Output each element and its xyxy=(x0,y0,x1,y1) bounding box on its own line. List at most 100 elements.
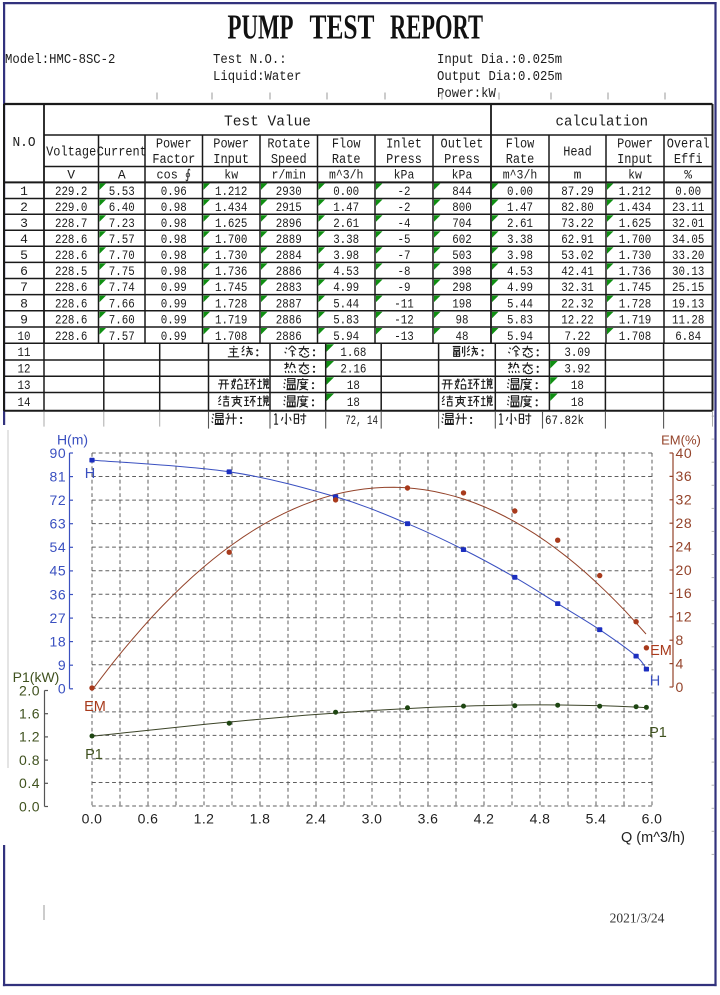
svg-text:Q (m^3/h): Q (m^3/h) xyxy=(621,830,685,846)
svg-text:67.82k: 67.82k xyxy=(545,413,584,428)
svg-text:1.212: 1.212 xyxy=(215,184,248,199)
svg-text:602: 602 xyxy=(452,232,472,247)
svg-text:3.92: 3.92 xyxy=(564,362,590,377)
svg-text:90: 90 xyxy=(50,445,67,461)
svg-text:5.44: 5.44 xyxy=(333,296,359,311)
svg-text:kPa: kPa xyxy=(452,167,473,182)
svg-text:1.434: 1.434 xyxy=(215,200,248,215)
svg-text:62.91: 62.91 xyxy=(561,232,594,247)
svg-text:82.80: 82.80 xyxy=(561,200,594,215)
svg-text:228.6: 228.6 xyxy=(55,232,88,247)
svg-text:1.728: 1.728 xyxy=(619,296,652,311)
svg-text:H: H xyxy=(85,466,95,482)
svg-text:1.745: 1.745 xyxy=(619,280,652,295)
svg-text:Voltage: Voltage xyxy=(46,146,96,161)
svg-text:0.98: 0.98 xyxy=(161,264,187,279)
svg-text:18: 18 xyxy=(50,633,67,649)
svg-text:Input: Input xyxy=(617,153,653,168)
svg-text:3.0: 3.0 xyxy=(362,811,383,827)
svg-text:7.22: 7.22 xyxy=(565,329,591,344)
svg-text:53.02: 53.02 xyxy=(561,248,594,263)
svg-text:-2: -2 xyxy=(398,184,411,199)
svg-text:Output Dia:0.025m: Output Dia:0.025m xyxy=(437,70,562,85)
svg-text:-7: -7 xyxy=(398,248,411,263)
svg-text:5.4: 5.4 xyxy=(586,811,607,827)
svg-text:34.05: 34.05 xyxy=(672,232,705,247)
svg-text:2930: 2930 xyxy=(276,184,302,199)
svg-text:Power: Power xyxy=(213,138,249,153)
svg-text:45: 45 xyxy=(50,563,67,579)
svg-text:4.99: 4.99 xyxy=(333,280,359,295)
svg-text:8: 8 xyxy=(20,296,28,311)
svg-text:1.6: 1.6 xyxy=(19,706,40,722)
svg-text:1.700: 1.700 xyxy=(619,232,652,247)
svg-text:19.13: 19.13 xyxy=(672,296,705,311)
svg-text:0.00: 0.00 xyxy=(333,184,359,199)
svg-text:-12: -12 xyxy=(394,313,414,328)
svg-text:1.8: 1.8 xyxy=(250,811,271,827)
svg-text:228.5: 228.5 xyxy=(55,264,88,279)
svg-text:Power: Power xyxy=(156,138,192,153)
svg-text:1.708: 1.708 xyxy=(619,329,652,344)
svg-text:0.6: 0.6 xyxy=(138,811,159,827)
svg-text:Current: Current xyxy=(97,146,147,161)
svg-text:cos ∮: cos ∮ xyxy=(157,167,192,182)
svg-text:0.98: 0.98 xyxy=(161,216,187,231)
svg-text:-9: -9 xyxy=(398,280,411,295)
svg-text:13: 13 xyxy=(18,378,31,393)
svg-text:3.38: 3.38 xyxy=(333,232,359,247)
svg-text:2886: 2886 xyxy=(276,264,302,279)
svg-text:Speed: Speed xyxy=(271,153,307,168)
svg-text:48: 48 xyxy=(456,329,469,344)
svg-text:7.23: 7.23 xyxy=(109,216,135,231)
svg-text:0.99: 0.99 xyxy=(161,280,187,295)
svg-text:87.29: 87.29 xyxy=(561,184,594,199)
svg-text:42.41: 42.41 xyxy=(561,264,594,279)
svg-text:36: 36 xyxy=(676,468,693,484)
svg-text:Input Dia.:0.025m: Input Dia.:0.025m xyxy=(437,53,562,68)
svg-text:Test N.O.:: Test N.O.: xyxy=(213,53,287,68)
svg-text:72, 14: 72, 14 xyxy=(345,413,378,428)
svg-text:EM: EM xyxy=(84,699,106,715)
svg-text:0.99: 0.99 xyxy=(161,296,187,311)
svg-text:844: 844 xyxy=(452,184,472,199)
svg-text:20: 20 xyxy=(676,562,693,578)
svg-text:1.434: 1.434 xyxy=(619,200,652,215)
svg-text:0.8: 0.8 xyxy=(19,752,40,768)
svg-text:3.38: 3.38 xyxy=(507,232,533,247)
svg-text:63: 63 xyxy=(50,516,67,532)
svg-text:1.47: 1.47 xyxy=(507,200,533,215)
svg-text:REPORT: REPORT xyxy=(390,8,483,47)
svg-text:73.22: 73.22 xyxy=(561,216,594,231)
svg-text:1.730: 1.730 xyxy=(215,248,248,263)
svg-text:0.0: 0.0 xyxy=(19,798,40,814)
svg-text:1.719: 1.719 xyxy=(619,313,652,328)
svg-text:Test Value: Test Value xyxy=(224,115,311,131)
svg-text:2883: 2883 xyxy=(276,280,302,295)
svg-text:0.0: 0.0 xyxy=(82,811,103,827)
svg-text:12: 12 xyxy=(18,362,31,377)
svg-text:12: 12 xyxy=(676,609,693,625)
svg-text:0: 0 xyxy=(58,681,66,697)
svg-text:EM(%): EM(%) xyxy=(661,433,701,448)
svg-text:503: 503 xyxy=(452,248,472,263)
svg-text:30.13: 30.13 xyxy=(672,264,705,279)
svg-text:4: 4 xyxy=(676,655,684,671)
svg-text:0.4: 0.4 xyxy=(19,775,40,791)
svg-text:1.2: 1.2 xyxy=(19,729,40,745)
svg-text:2896: 2896 xyxy=(276,216,302,231)
svg-text:-4: -4 xyxy=(398,216,411,231)
svg-text:228.6: 228.6 xyxy=(55,296,88,311)
svg-text:r/min: r/min xyxy=(272,167,307,182)
svg-text:5.53: 5.53 xyxy=(109,184,135,199)
svg-text:2.61: 2.61 xyxy=(507,216,533,231)
svg-text:5.83: 5.83 xyxy=(333,313,359,328)
svg-text:2915: 2915 xyxy=(276,200,302,215)
svg-text:12.22: 12.22 xyxy=(561,313,594,328)
svg-text:81: 81 xyxy=(50,468,67,484)
svg-text:2.61: 2.61 xyxy=(333,216,359,231)
svg-text:1.625: 1.625 xyxy=(215,216,248,231)
svg-text:P1(kW): P1(kW) xyxy=(13,669,60,685)
svg-text:0.00: 0.00 xyxy=(675,184,701,199)
svg-text:2886: 2886 xyxy=(276,329,302,344)
